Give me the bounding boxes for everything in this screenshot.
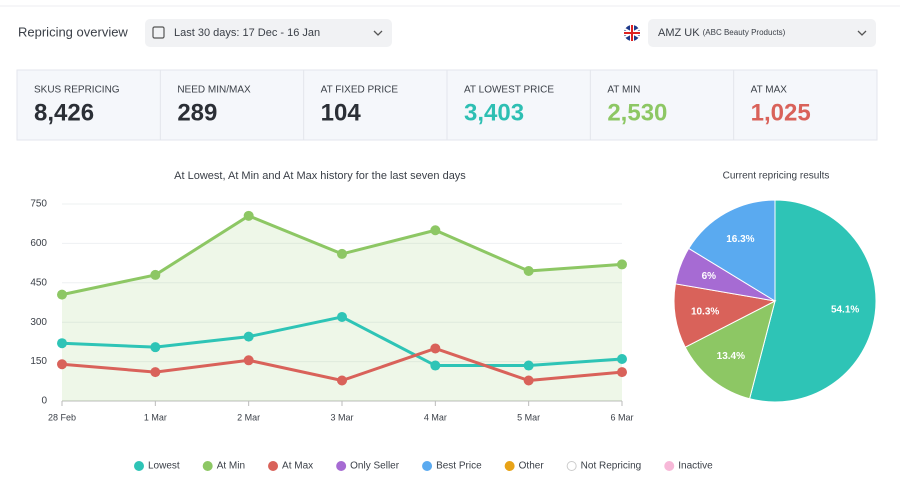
legend-label: Inactive xyxy=(678,461,713,472)
pie-slice xyxy=(748,199,877,403)
y-tick-label: 750 xyxy=(30,199,47,210)
date-range: Last 30 days: 17 Dec - 16 Jan xyxy=(174,27,320,39)
slice-label: 13.4% xyxy=(717,351,745,362)
point xyxy=(57,289,67,300)
point xyxy=(430,225,441,236)
legend-marker xyxy=(336,461,347,471)
x-tick-label: 3 Mar xyxy=(330,412,353,422)
legend-marker xyxy=(422,461,433,471)
y-tick-label: 600 xyxy=(30,238,47,249)
kpi-label: AT FIXED PRICE xyxy=(321,85,399,96)
legend-label: Not Repricing xyxy=(581,461,642,472)
legend-label: Other xyxy=(519,461,545,472)
x-tick-label: 28 Feb xyxy=(48,412,76,422)
legend-marker xyxy=(664,461,675,471)
x-tick-label: 1 Mar xyxy=(144,412,167,422)
calendar-icon xyxy=(152,26,165,39)
area xyxy=(62,215,622,401)
kpi-value: 8,426 xyxy=(34,99,94,126)
point xyxy=(617,367,627,378)
y-tick-label: 300 xyxy=(30,317,47,328)
point xyxy=(243,331,254,342)
legend-label: Only Seller xyxy=(350,461,400,472)
kpi-value: 1,025 xyxy=(751,99,811,126)
point xyxy=(243,210,254,221)
point xyxy=(430,360,441,371)
chevron xyxy=(373,30,383,36)
point xyxy=(337,375,347,386)
legend-label: Best Price xyxy=(436,461,482,472)
slice-label: 10.3% xyxy=(691,306,719,317)
x-tick-label: 4 Mar xyxy=(424,412,447,422)
legend-marker xyxy=(504,461,515,471)
legend-label: At Max xyxy=(282,461,313,472)
page-title: Repricing overview xyxy=(18,24,128,39)
marketplace: AMZ UK (ABC Beauty Products) xyxy=(658,27,786,39)
date-dropdown[interactable] xyxy=(145,19,392,47)
pie-chart-title: Current repricing results xyxy=(723,171,830,182)
kpi-value: 104 xyxy=(321,99,362,126)
point xyxy=(57,338,67,349)
point xyxy=(150,342,161,353)
x-tick-label: 5 Mar xyxy=(517,412,540,422)
x-tick-label: 6 Mar xyxy=(610,412,633,422)
point xyxy=(617,353,627,364)
point xyxy=(337,311,347,322)
kpi-value: 2,530 xyxy=(607,99,667,126)
kpi-value: 289 xyxy=(177,99,217,126)
point xyxy=(57,359,67,370)
point xyxy=(243,355,254,366)
uk-flag xyxy=(624,25,640,41)
point xyxy=(523,360,534,371)
legend-label: At Min xyxy=(217,461,245,472)
point xyxy=(337,248,347,259)
point xyxy=(150,367,161,378)
line-chart-title: At Lowest, At Min and At Max history for… xyxy=(174,170,466,182)
kpi-label: AT LOWEST PRICE xyxy=(464,85,554,96)
kpi-label: NEED MIN/MAX xyxy=(177,85,251,96)
point xyxy=(523,375,534,386)
marketplace-name: AMZ UK xyxy=(658,27,700,39)
legend-marker xyxy=(268,461,279,471)
legend-marker xyxy=(202,461,213,471)
slice-label: 6% xyxy=(702,271,717,282)
y-tick-label: 0 xyxy=(41,396,47,407)
slice-label: 16.3% xyxy=(726,234,754,245)
marketplace-dropdown[interactable] xyxy=(648,19,876,47)
legend-marker xyxy=(134,461,144,471)
chevron xyxy=(857,30,867,36)
point xyxy=(430,343,441,354)
slice-label: 54.1% xyxy=(831,305,859,316)
point xyxy=(523,265,534,276)
pie-slice xyxy=(688,199,776,302)
y-tick-label: 450 xyxy=(30,277,47,288)
legend-marker xyxy=(566,461,577,471)
series-layer xyxy=(57,210,627,401)
x-tick-label: 2 Mar xyxy=(237,412,260,422)
marketplace-detail: (ABC Beauty Products) xyxy=(703,28,786,37)
kpi-value: 3,403 xyxy=(464,99,524,126)
legend-label: Lowest xyxy=(148,461,180,472)
point xyxy=(617,259,627,270)
kpi-label: SKUS REPRICING xyxy=(34,85,120,96)
kpi-label: AT MAX xyxy=(751,85,788,96)
y-tick-label: 150 xyxy=(30,356,47,367)
point xyxy=(150,269,161,280)
pie-slice xyxy=(684,300,776,400)
kpi-label: AT MIN xyxy=(607,85,640,96)
